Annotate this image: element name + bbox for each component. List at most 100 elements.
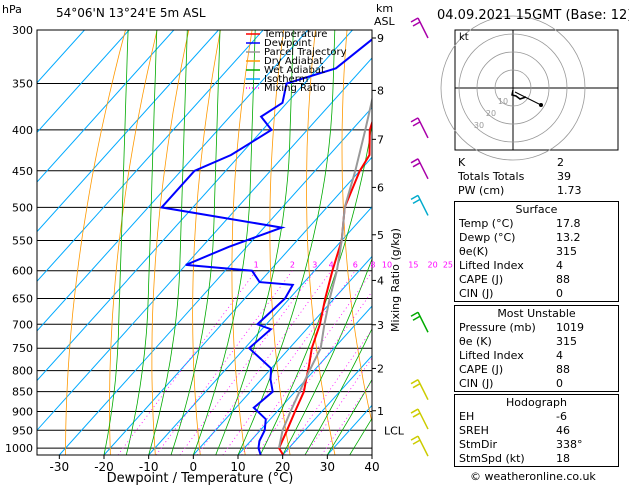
mixing-ratio-label: 8 bbox=[370, 261, 375, 270]
pressure-tick-label: 950 bbox=[12, 424, 33, 437]
isotherm-line bbox=[37, 30, 353, 382]
wet-adiabat-line bbox=[170, 30, 221, 455]
dry-adiabat-line bbox=[341, 30, 372, 425]
dry-adiabat-line bbox=[151, 30, 190, 455]
wind-barb-staff bbox=[417, 435, 429, 457]
km-tick-label: 6 bbox=[377, 181, 384, 194]
plot-frame bbox=[36, 29, 373, 456]
surface-value: 0 bbox=[556, 287, 563, 300]
series-dewpoint bbox=[159, 38, 372, 455]
dry-adiabat-line bbox=[192, 30, 221, 455]
surface-label: CIN (J) bbox=[459, 287, 494, 300]
surface-label: CAPE (J) bbox=[459, 273, 504, 286]
index-label: Totals Totals bbox=[458, 170, 525, 183]
x-tick-label: 0 bbox=[190, 460, 198, 474]
surface-value: 13.2 bbox=[556, 231, 581, 244]
most-unstable-value: 1019 bbox=[556, 321, 584, 334]
wind-barb-flag bbox=[410, 194, 419, 201]
pressure-tick-label: 700 bbox=[12, 318, 33, 331]
wind-barb-flag bbox=[412, 198, 421, 205]
isotherm-line bbox=[37, 30, 264, 283]
wet-adiabat-line bbox=[103, 30, 129, 455]
hodograph-stat-value: 338° bbox=[556, 438, 583, 451]
hodograph-stat-label: SREH bbox=[459, 424, 489, 437]
surface-label: Dewp (°C) bbox=[459, 231, 516, 244]
wind-barb-staff bbox=[417, 408, 429, 430]
surface-row: Dewp (°C) 13.2 bbox=[455, 231, 618, 245]
hodograph-storm-dot bbox=[539, 103, 543, 107]
wet-adiabat-line bbox=[192, 30, 256, 455]
pressure-tick-label: 800 bbox=[12, 365, 33, 378]
wind-barb-flag bbox=[412, 162, 421, 168]
surface-value: 4 bbox=[556, 259, 563, 272]
pressure-tick-label: 1000 bbox=[5, 442, 33, 455]
km-tick-label: 2 bbox=[377, 362, 384, 375]
hodograph-stat-label: StmSpd (kt) bbox=[459, 452, 525, 465]
most-unstable-value: 315 bbox=[556, 335, 577, 348]
index-row: PW (cm) 1.73 bbox=[454, 184, 619, 198]
isotherm-line bbox=[37, 30, 175, 183]
mixing-ratio-label: 2 bbox=[290, 261, 295, 270]
hodograph-stat-row: EH -6 bbox=[455, 410, 618, 424]
hodograph-table: Hodograph EH -6 SREH 46 StmDir 338° StmSpd (kt… bbox=[454, 394, 619, 467]
hodograph-stat-value: -6 bbox=[556, 410, 567, 423]
mixing-ratio-label: 1 bbox=[254, 261, 259, 270]
hodograph-stat-row: SREH 46 bbox=[455, 424, 618, 438]
hpa-label: hPa bbox=[2, 3, 22, 16]
wind-barb-staff bbox=[417, 158, 429, 180]
surface-row: θe(K) 315 bbox=[455, 245, 618, 259]
most-unstable-label: Lifted Index bbox=[459, 349, 524, 362]
pressure-tick-label: 900 bbox=[12, 406, 33, 419]
km-tick-label: 7 bbox=[377, 133, 384, 146]
footer-credit: © weatheronline.co.uk bbox=[470, 470, 596, 483]
pressure-tick-label: 300 bbox=[12, 24, 33, 37]
dry-adiabat-line bbox=[306, 30, 336, 455]
hodograph-stat-label: StmDir bbox=[459, 438, 498, 451]
wind-barb-flag bbox=[410, 435, 419, 441]
most-unstable-row: CAPE (J) 88 bbox=[455, 363, 618, 377]
wind-barb-flag bbox=[410, 158, 419, 164]
hodograph-stat-value: 46 bbox=[556, 424, 570, 437]
hodograph-stat-row: StmSpd (kt) 18 bbox=[455, 452, 618, 466]
index-value: 39 bbox=[557, 170, 571, 183]
mixing-ratio-line bbox=[179, 270, 316, 455]
mixing-ratio-label: 4 bbox=[329, 261, 334, 270]
most-unstable-label: CIN (J) bbox=[459, 377, 494, 390]
hodograph-kt-label: kt bbox=[459, 32, 469, 43]
isotherm-line bbox=[37, 57, 372, 431]
isotherm-line bbox=[37, 30, 309, 332]
hodograph-stat-row: StmDir 338° bbox=[455, 438, 618, 452]
mixing-ratio-label: 25 bbox=[443, 261, 453, 270]
surface-label: Temp (°C) bbox=[459, 217, 514, 230]
surface-label: Lifted Index bbox=[459, 259, 524, 272]
index-value: 1.73 bbox=[557, 184, 582, 197]
most-unstable-row: Pressure (mb) 1019 bbox=[455, 321, 618, 335]
km-tick-label: 8 bbox=[377, 84, 384, 97]
pressure-tick-label: 550 bbox=[12, 235, 33, 248]
pressure-tick-label: 750 bbox=[12, 342, 33, 355]
mixing-ratio-label: 3 bbox=[312, 261, 317, 270]
x-axis-label: Dewpoint / Temperature (°C) bbox=[107, 471, 294, 486]
wind-barb-flag bbox=[412, 439, 421, 445]
most-unstable-value: 4 bbox=[556, 349, 563, 362]
y-axis-label: Mixing Ratio (g/kg) bbox=[389, 228, 402, 332]
dry-adiabat-line bbox=[65, 30, 126, 455]
wind-barb-staff bbox=[417, 311, 429, 333]
mixing-ratio-label: 15 bbox=[408, 261, 418, 270]
isotherm-line bbox=[58, 106, 372, 455]
wind-barb-staff bbox=[417, 379, 429, 401]
most-unstable-row: Lifted Index 4 bbox=[455, 349, 618, 363]
hodograph-stat-label: EH bbox=[459, 410, 475, 423]
series-temperature bbox=[277, 119, 372, 455]
wet-adiabat-line bbox=[326, 378, 372, 455]
hodograph-ring bbox=[458, 33, 568, 143]
mixing-ratio-line bbox=[196, 270, 332, 455]
pressure-tick-label: 850 bbox=[12, 386, 33, 399]
wind-barb-flag bbox=[412, 412, 421, 418]
wind-barb-flag bbox=[410, 17, 419, 23]
surface-row: CIN (J) 0 bbox=[455, 287, 618, 301]
wind-barb-flag bbox=[412, 121, 421, 127]
isotherm-line bbox=[103, 156, 372, 455]
most-unstable-title: Most Unstable bbox=[497, 307, 576, 320]
lcl-label: LCL bbox=[384, 424, 405, 437]
